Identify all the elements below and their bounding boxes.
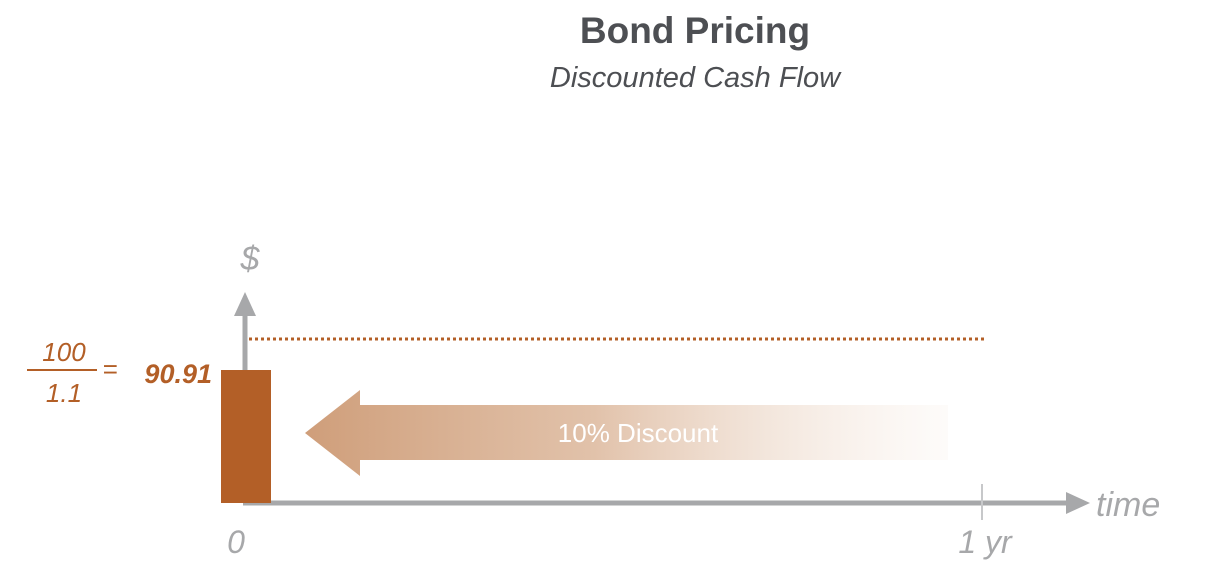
x-axis: time 0 1 yr (227, 484, 1160, 560)
present-value-result: 90.91 (144, 359, 212, 389)
discount-arrow-label: 10% Discount (558, 418, 719, 448)
x-axis-label: time (1096, 486, 1160, 524)
y-axis-label: $ (240, 240, 261, 278)
page-subtitle: Discounted Cash Flow (549, 62, 841, 94)
discount-arrow-shape (305, 390, 948, 476)
formula-denominator: 1.1 (46, 378, 82, 408)
discount-formula: 100 1.1 = 90.91 (27, 337, 212, 408)
x-axis-arrowhead (1066, 492, 1090, 514)
y-axis-arrowhead (234, 292, 256, 316)
page-title: Bond Pricing (579, 10, 811, 51)
formula-numerator: 100 (42, 337, 86, 367)
x-tick-label-start: 0 (227, 524, 245, 560)
present-value-bar (221, 370, 271, 503)
x-tick-label-end: 1 yr (958, 524, 1013, 560)
discount-arrow: 10% Discount (305, 390, 948, 476)
formula-equals: = (102, 354, 117, 384)
